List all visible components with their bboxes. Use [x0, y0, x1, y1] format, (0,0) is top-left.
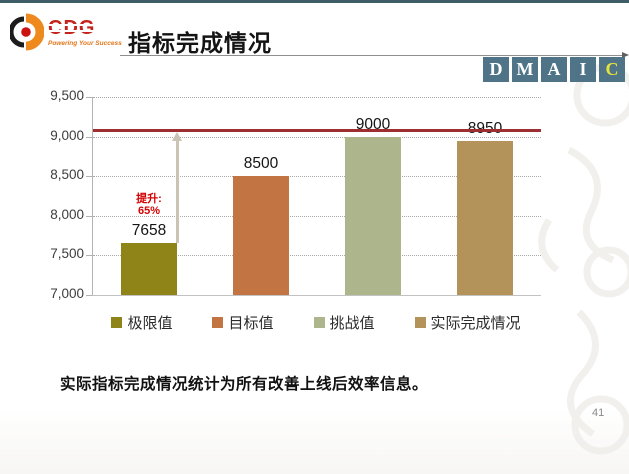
bar-极限值: [121, 242, 177, 295]
dmaic-letter-I: I: [570, 57, 596, 82]
bar-实际完成情况: [457, 140, 513, 295]
y-axis-tick-mark: [86, 176, 92, 178]
y-axis-tick-mark: [86, 97, 92, 98]
y-axis-tick-label: 9,500: [50, 88, 84, 103]
footnote: 实际指标完成情况统计为所有改善上线后效率信息。: [60, 376, 429, 393]
y-axis-tick-mark: [86, 255, 92, 257]
dmaic-letter-C: C: [599, 57, 625, 82]
y-axis-tick-label: 7,500: [50, 246, 84, 262]
y-axis-tick-mark: [86, 136, 92, 138]
chart-plot-area: 7658 8500 9000 8950 提升: 65%: [92, 97, 541, 296]
legend-item-极限值: 极限值: [111, 312, 172, 333]
legend-label: 极限值: [127, 315, 173, 332]
improvement-arrow-line: [175, 140, 179, 243]
gridline: [93, 215, 541, 217]
dmaic-letter-D: D: [483, 57, 509, 82]
cdg-logo-icon: [10, 13, 44, 51]
logo-tagline: Powering Your Success: [48, 40, 122, 47]
improvement-annotation-line2: 65%: [137, 205, 161, 218]
gridline: [93, 97, 541, 98]
improvement-arrow-head-icon: [171, 132, 182, 142]
legend-item-挑战值: 挑战值: [313, 312, 375, 333]
legend-swatch: [313, 317, 325, 328]
bar-目标值: [233, 176, 289, 295]
underline-arrow-icon: [622, 52, 629, 58]
legend-item-目标值: 目标值: [212, 312, 274, 333]
y-axis-tick-label: 8,000: [50, 206, 84, 222]
bar-挑战值: [345, 136, 401, 295]
y-axis-tick-label: 8,500: [50, 167, 84, 183]
improvement-annotation-line1: 提升:: [136, 192, 162, 205]
dmaic-letter-A: A: [541, 57, 567, 82]
bar-value-label: 7658: [131, 221, 167, 239]
bar-value-label: 8950: [467, 119, 503, 137]
top-accent-bar: [0, 0, 629, 3]
gridline: [93, 255, 541, 257]
bar-value-label: 9000: [355, 115, 391, 133]
y-axis-tick-label: 7,000: [50, 286, 84, 301]
legend-label: 目标值: [228, 315, 274, 332]
gridline: [93, 136, 541, 138]
dmaic-letter-M: M: [512, 57, 538, 82]
y-axis-tick-label: 9,000: [50, 127, 84, 143]
legend-item-实际完成情况: 实际完成情况: [414, 312, 521, 333]
legend-swatch: [111, 317, 123, 328]
y-axis-tick-mark: [86, 295, 92, 296]
page-title: 指标完成情况: [128, 30, 272, 56]
logo-brand-text: CDG: [48, 18, 122, 38]
bar-value-label: 8500: [243, 155, 279, 173]
gridline: [93, 176, 541, 178]
legend-swatch: [212, 317, 224, 328]
legend-swatch: [414, 317, 426, 328]
bar-chart: 9,500 9,000 8,500 8,000 7,500 7,000 7658 8500 9…: [0, 88, 629, 352]
legend-label: 实际完成情况: [430, 315, 521, 332]
page-number: 41: [592, 407, 605, 419]
legend-label: 挑战值: [329, 315, 375, 332]
reference-line: [93, 129, 541, 133]
improvement-annotation: 提升: 65%: [109, 193, 189, 218]
cdg-logo: CDG Powering Your Success: [8, 10, 128, 54]
title-underline: [120, 52, 629, 58]
chart-legend: 极限值 目标值 挑战值 实际完成情况: [92, 312, 540, 333]
y-axis-tick-mark: [86, 215, 92, 217]
y-axis: 9,500 9,000 8,500 8,000 7,500 7,000: [0, 88, 92, 301]
